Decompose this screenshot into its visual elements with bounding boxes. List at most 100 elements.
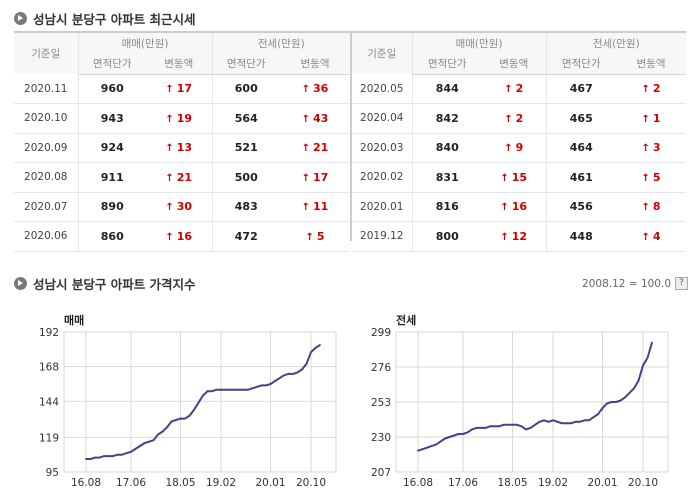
cell-sale-price: 924 [77,133,146,163]
x-tick-label: 20.01 [255,477,285,489]
data-point [256,385,258,388]
data-point [287,372,290,375]
change-value: 17 [313,170,329,184]
data-point [597,413,599,416]
x-tick-label: 20.01 [587,477,617,489]
data-point [583,419,586,422]
data-point [314,346,317,349]
data-point [570,422,572,425]
data-point [606,402,608,405]
change-value: 2 [652,82,661,96]
data-point [211,390,213,393]
up-arrow-icon: ↑ [641,172,650,184]
cell-jeonse-change: ↑ 43 [280,103,350,134]
data-point [215,388,218,391]
table-row: 2020.07 890 ↑ 30 483 ↑ 11 [14,192,350,222]
table-row: 2020.08 911 ↑ 21 500 ↑ 17 [14,162,350,193]
data-point [588,419,590,422]
cell-jeonse-price: 464 [545,133,616,163]
data-point [98,456,101,459]
data-point [471,428,473,431]
chart-title: 전세 [396,314,417,327]
x-tick-label: 18.05 [165,477,195,489]
change-value: 21 [176,170,193,184]
change-value: 16 [511,200,528,214]
table-body-left: 2020.11 960 ↑ 17 600 ↑ 36 2020.10 943 ↑ 19 564 ↑ 43 20… [14,74,350,252]
y-tick-label: 299 [371,327,391,339]
data-point [534,423,536,426]
data-point [466,431,469,434]
data-point [543,419,545,422]
change-value: 9 [515,141,524,155]
data-point [143,442,146,445]
up-arrow-icon: ↑ [301,202,311,214]
cell-jeonse-price: 465 [545,103,616,134]
data-point [547,420,550,423]
change-value: 30 [176,200,193,214]
data-point [292,372,294,375]
data-point [283,374,285,377]
data-point [457,433,460,435]
price-table-left: 기준일 매매(만원) 전세(만원) 면적단가 변동액 면적단가 변동액 2020… [14,31,350,252]
data-point [448,436,451,438]
data-point [197,401,200,404]
data-point [121,453,123,456]
up-arrow-icon: ↑ [165,172,174,184]
data-point [421,448,424,451]
data-point [556,420,559,423]
cell-sale-price: 842 [411,103,482,134]
data-point [610,401,613,403]
header-sale-change: 변동액 [146,53,212,75]
table-row: 2020.06 860 ↑ 16 472 ↑ 5 [14,221,350,252]
x-tick-label: 16.08 [71,477,101,489]
data-point [502,423,505,426]
data-point [525,428,527,431]
cell-sale-price: 816 [411,192,482,222]
cell-date: 2020.07 [14,192,78,222]
up-arrow-icon: ↑ [641,113,650,125]
chart-title: 매매 [64,314,85,327]
data-point [305,362,308,365]
table-row: 2020.05 844 ↑ 2 467 ↑ 2 [352,74,686,104]
cell-sale-price: 860 [77,221,146,252]
data-point [628,391,631,394]
data-point [224,388,227,391]
up-arrow-icon: ↑ [165,84,174,96]
cell-jeonse-price: 461 [545,162,616,193]
header-sale-unit-price: 면적단가 [411,53,482,75]
data-point [579,420,581,423]
data-point [637,379,640,382]
data-point [278,377,281,380]
y-tick-label: 253 [371,397,391,409]
header-jeonse-unit-price: 면적단가 [211,53,280,75]
data-point [507,423,509,426]
data-point [206,390,209,393]
cell-jeonse-price: 448 [545,221,616,252]
change-value: 15 [511,170,528,184]
cell-sale-price: 943 [77,103,146,134]
y-tick-label: 192 [39,327,59,339]
data-point [269,383,272,385]
help-button[interactable]: ? [675,277,688,290]
data-point [193,409,195,411]
y-tick-label: 168 [39,362,59,374]
cell-jeonse-price: 467 [545,74,616,104]
data-point [107,455,110,458]
section-bullet-icon [14,12,27,25]
cell-sale-change: ↑ 2 [482,74,546,104]
data-point [220,388,222,391]
section-title-text: 성남시 분당구 아파트 가격지수 [33,277,196,292]
data-point [319,344,321,346]
data-point [260,384,263,387]
cell-sale-change: ↑ 21 [146,162,212,193]
header-date: 기준일 [14,32,78,74]
data-point [296,371,299,374]
x-tick-label: 19.02 [206,477,236,489]
header-sale: 매매(만원) [411,32,546,53]
up-arrow-icon: ↑ [641,231,650,243]
data-point [520,425,523,428]
data-point [529,426,532,429]
cell-jeonse-price: 600 [211,74,280,104]
cell-jeonse-change: ↑ 2 [616,74,686,104]
base-note-text: 2008.12 = 100.0 [582,277,671,290]
